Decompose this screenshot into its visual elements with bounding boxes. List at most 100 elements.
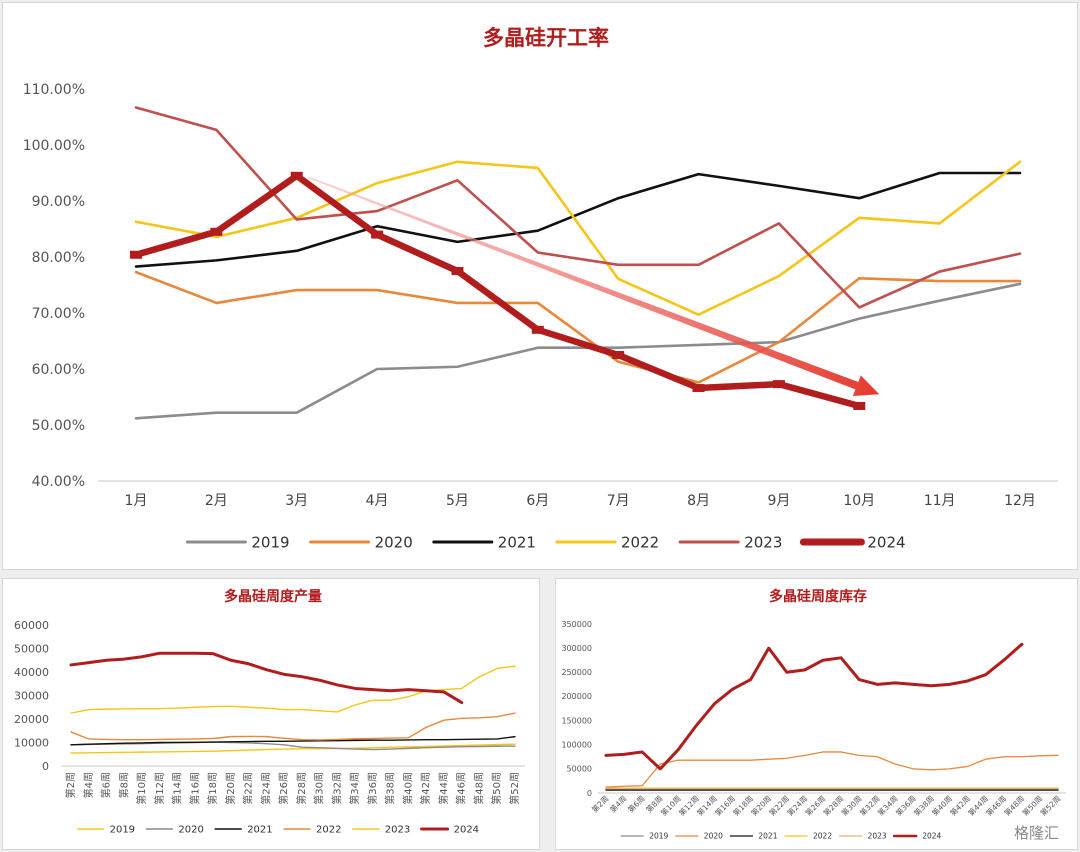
x-tick-label: 第6周: [626, 793, 647, 814]
x-tick-label: 第18周: [206, 772, 219, 805]
x-tick-label: 9月: [767, 493, 790, 509]
y-tick-label: 50000: [14, 642, 49, 655]
trend-arrow: [308, 176, 880, 396]
y-tick-label: 100000: [561, 741, 592, 750]
y-tick-label: 90.00%: [32, 194, 85, 210]
utilization-line-chart: 多晶硅开工率 40.00% 50.00% 60.00% 70.00% 80.00% 90.0…: [23, 25, 1058, 551]
y-tick-label: 0: [42, 760, 49, 773]
data-point-2024: [290, 171, 303, 180]
data-point-2024: [371, 230, 384, 239]
y-tick-label: 100.00%: [23, 138, 85, 154]
series-line-2024: [132, 172, 863, 410]
y-tick-label: 40.00%: [32, 474, 85, 490]
series-line-2021: [70, 735, 516, 746]
y-tick-label: 350000: [561, 620, 592, 629]
series-line-2024: [69, 651, 464, 705]
x-tick-label: 第32周: [330, 772, 343, 805]
legend-label-2024: 2024: [454, 825, 479, 836]
x-tick-label: 第22周: [242, 772, 255, 805]
x-tick-label: 6月: [526, 493, 549, 509]
legend-label-2020: 2020: [375, 533, 413, 551]
legend-label-2019: 2019: [110, 825, 135, 836]
x-tick-label: 第12周: [153, 772, 166, 805]
trend-arrow-shape: [308, 176, 880, 396]
chart-title: 多晶硅周度产量: [224, 588, 322, 605]
legend-label-2022: 2022: [621, 533, 659, 551]
x-tick-label: 第48周: [472, 772, 485, 805]
legend-label-2022: 2022: [813, 832, 832, 841]
y-tick-label: 50000: [567, 765, 592, 774]
x-tick-label: 3月: [285, 493, 308, 509]
y-tick-label: 10000: [14, 736, 49, 749]
x-tick-label: 第40周: [401, 772, 414, 805]
x-tick-label: 8月: [687, 493, 710, 509]
weekly-output-line-chart: 多晶硅周度产量 0 10000 20000 30000 40000 50000 60000 第2…: [14, 588, 525, 836]
y-tick-label: 60000: [14, 619, 49, 632]
x-tick-label: 第24周: [259, 772, 272, 805]
x-tick-label: 第4周: [82, 772, 95, 798]
chart-title: 多晶硅周度库存: [769, 588, 867, 605]
chart-panel-weekly-inventory: 多晶硅周度库存 0 50000 100000 150000 200000 250000 300…: [555, 578, 1078, 850]
legend-label-2023: 2023: [744, 533, 782, 551]
legend-label-2020: 2020: [178, 825, 203, 836]
x-tick-label: 2月: [205, 493, 228, 509]
legend-label-2022: 2022: [316, 825, 341, 836]
x-tick-label: 10月: [843, 493, 875, 509]
y-tick-label: 60.00%: [32, 362, 85, 378]
legend-label-2023: 2023: [868, 832, 887, 841]
data-point-2024: [692, 384, 705, 393]
data-point-2024: [531, 325, 544, 334]
x-tick-label: 11月: [924, 493, 956, 509]
x-tick-label: 第42周: [419, 772, 432, 805]
y-tick-label: 50.00%: [32, 418, 85, 434]
x-tick-label: 第38周: [384, 772, 397, 805]
legend-label-2019: 2019: [649, 832, 668, 841]
chart-panel-weekly-output: 多晶硅周度产量 0 10000 20000 30000 40000 50000 60000 第2…: [2, 578, 540, 850]
x-tick-label: 第20周: [224, 772, 237, 805]
legend-label-2023: 2023: [385, 825, 410, 836]
x-tick-label: 第2周: [589, 793, 610, 814]
x-tick-label: 5月: [446, 493, 469, 509]
x-tick-label: 第44周: [437, 772, 450, 805]
x-tick-label: 第28周: [295, 772, 308, 805]
series-line-2022: [134, 160, 1022, 316]
x-tick-label: 第36周: [366, 772, 379, 805]
series-line-2021: [134, 171, 1022, 268]
series-line-2020: [134, 270, 1022, 384]
x-tick-label: 第14周: [171, 772, 184, 805]
data-point-2024: [130, 250, 142, 259]
x-tick-label: 1月: [125, 493, 148, 509]
x-tick-label: 第16周: [188, 772, 201, 805]
series-line-2022: [70, 712, 516, 741]
x-tick-label: 第34周: [348, 772, 361, 805]
data-point-2024: [210, 227, 223, 236]
x-tick-label: 第8周: [117, 772, 130, 798]
y-tick-label: 30000: [14, 689, 49, 702]
series-line-2023: [134, 106, 1022, 309]
x-tick-label: 第4周: [607, 793, 628, 814]
data-point-2024: [612, 351, 625, 359]
series-line-2023: [70, 665, 516, 714]
y-tick-label: 250000: [561, 668, 592, 677]
legend-label-2021: 2021: [758, 832, 777, 841]
x-tick-label: 第26周: [277, 772, 290, 805]
x-tick-label: 12月: [1004, 493, 1036, 509]
x-tick-label: 第52周: [1038, 793, 1062, 817]
y-tick-label: 70.00%: [32, 306, 85, 322]
watermark-logo: 格隆汇: [1013, 824, 1059, 842]
legend-label-2024: 2024: [922, 832, 941, 841]
y-tick-label: 80.00%: [32, 250, 85, 266]
weekly-inventory-line-chart: 多晶硅周度库存 0 50000 100000 150000 200000 250000 300…: [561, 588, 1066, 841]
legend-label-2019: 2019: [251, 533, 289, 551]
data-point-2024: [451, 267, 464, 275]
data-point-2024: [853, 401, 866, 410]
x-tick-label: 第46周: [455, 772, 468, 805]
x-tick-label: 第30周: [313, 772, 326, 805]
data-point-2024: [772, 380, 785, 389]
legend-label-2021: 2021: [498, 533, 536, 551]
series-line-2019: [134, 282, 1022, 420]
y-tick-label: 40000: [14, 666, 49, 679]
x-tick-label: 第50周: [490, 772, 503, 805]
y-tick-label: 200000: [561, 692, 592, 701]
y-tick-label: 0: [587, 789, 592, 798]
